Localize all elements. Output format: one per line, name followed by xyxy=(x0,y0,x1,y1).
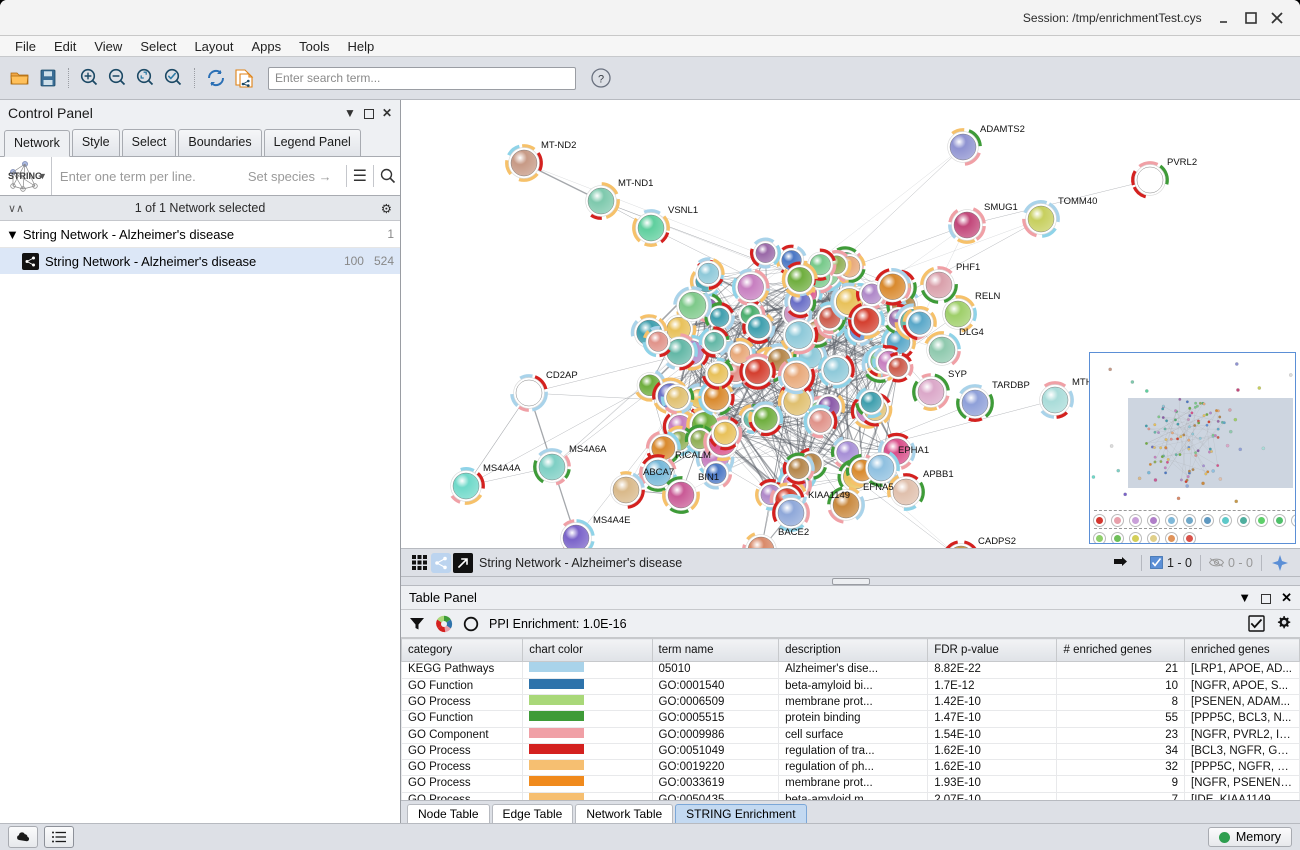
svg-text:STRING: STRING xyxy=(8,171,42,181)
svg-text:CD2AP: CD2AP xyxy=(546,370,578,381)
svg-text:EFNA5: EFNA5 xyxy=(863,482,894,493)
svg-text:APBB1: APBB1 xyxy=(923,469,954,480)
svg-text:SYP: SYP xyxy=(948,369,967,380)
svg-text:PVRL2: PVRL2 xyxy=(1167,157,1197,168)
svg-text:ADAMTS2: ADAMTS2 xyxy=(980,124,1025,135)
svg-text:TARDBP: TARDBP xyxy=(992,380,1030,391)
svg-text:VSNL1: VSNL1 xyxy=(668,205,698,216)
svg-text:RELN: RELN xyxy=(975,291,1000,302)
svg-text:BACE2: BACE2 xyxy=(778,527,809,538)
svg-text:MT-ND1: MT-ND1 xyxy=(618,178,653,189)
svg-text:PHF1: PHF1 xyxy=(956,262,980,273)
svg-text:KIAA1149: KIAA1149 xyxy=(808,490,850,501)
svg-text:TOMM40: TOMM40 xyxy=(1058,196,1097,207)
svg-text:?: ? xyxy=(598,74,604,86)
svg-text:DLG4: DLG4 xyxy=(959,327,984,338)
svg-text:SMUG1: SMUG1 xyxy=(984,202,1018,213)
svg-text:EPHA1: EPHA1 xyxy=(898,445,929,456)
svg-text:MS4A4A: MS4A4A xyxy=(483,463,521,474)
svg-text:MT-ND2: MT-ND2 xyxy=(541,140,576,151)
svg-text:MS4A4E: MS4A4E xyxy=(593,515,631,526)
svg-text:RICALM: RICALM xyxy=(675,450,711,461)
svg-text:BIN1: BIN1 xyxy=(698,472,719,483)
svg-text:CADPS2: CADPS2 xyxy=(978,536,1016,547)
svg-text:MS4A6A: MS4A6A xyxy=(569,444,607,455)
svg-text:ABCA7: ABCA7 xyxy=(643,467,674,478)
